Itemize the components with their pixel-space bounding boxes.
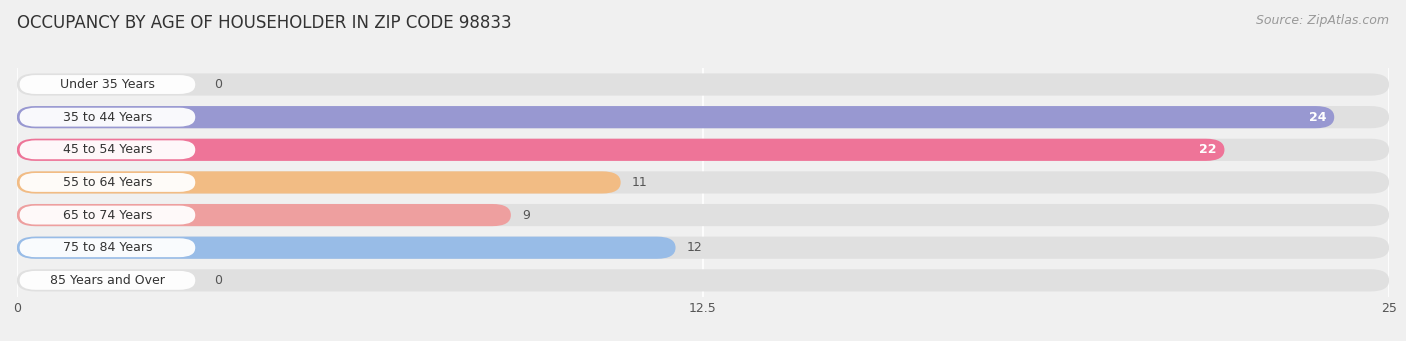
Text: 55 to 64 Years: 55 to 64 Years	[63, 176, 152, 189]
FancyBboxPatch shape	[17, 204, 1389, 226]
Text: 0: 0	[215, 78, 222, 91]
FancyBboxPatch shape	[17, 106, 1334, 128]
FancyBboxPatch shape	[20, 140, 195, 159]
Text: 45 to 54 Years: 45 to 54 Years	[63, 143, 152, 156]
Text: 9: 9	[522, 209, 530, 222]
FancyBboxPatch shape	[20, 173, 195, 192]
Text: 11: 11	[631, 176, 647, 189]
Text: 22: 22	[1199, 143, 1216, 156]
Text: Source: ZipAtlas.com: Source: ZipAtlas.com	[1256, 14, 1389, 27]
Text: 75 to 84 Years: 75 to 84 Years	[63, 241, 152, 254]
FancyBboxPatch shape	[20, 108, 195, 127]
FancyBboxPatch shape	[17, 204, 510, 226]
Text: 24: 24	[1309, 111, 1326, 124]
Text: 35 to 44 Years: 35 to 44 Years	[63, 111, 152, 124]
FancyBboxPatch shape	[20, 238, 195, 257]
Text: 65 to 74 Years: 65 to 74 Years	[63, 209, 152, 222]
FancyBboxPatch shape	[17, 139, 1225, 161]
Text: 0: 0	[215, 274, 222, 287]
FancyBboxPatch shape	[17, 237, 675, 259]
Text: OCCUPANCY BY AGE OF HOUSEHOLDER IN ZIP CODE 98833: OCCUPANCY BY AGE OF HOUSEHOLDER IN ZIP C…	[17, 14, 512, 32]
FancyBboxPatch shape	[20, 206, 195, 224]
FancyBboxPatch shape	[20, 271, 195, 290]
FancyBboxPatch shape	[17, 237, 1389, 259]
FancyBboxPatch shape	[17, 139, 1389, 161]
FancyBboxPatch shape	[17, 171, 1389, 194]
FancyBboxPatch shape	[17, 171, 620, 194]
Text: Under 35 Years: Under 35 Years	[60, 78, 155, 91]
FancyBboxPatch shape	[17, 269, 1389, 292]
FancyBboxPatch shape	[20, 75, 195, 94]
Text: 12: 12	[686, 241, 702, 254]
Text: 85 Years and Over: 85 Years and Over	[51, 274, 165, 287]
FancyBboxPatch shape	[17, 106, 1389, 128]
FancyBboxPatch shape	[17, 73, 1389, 95]
